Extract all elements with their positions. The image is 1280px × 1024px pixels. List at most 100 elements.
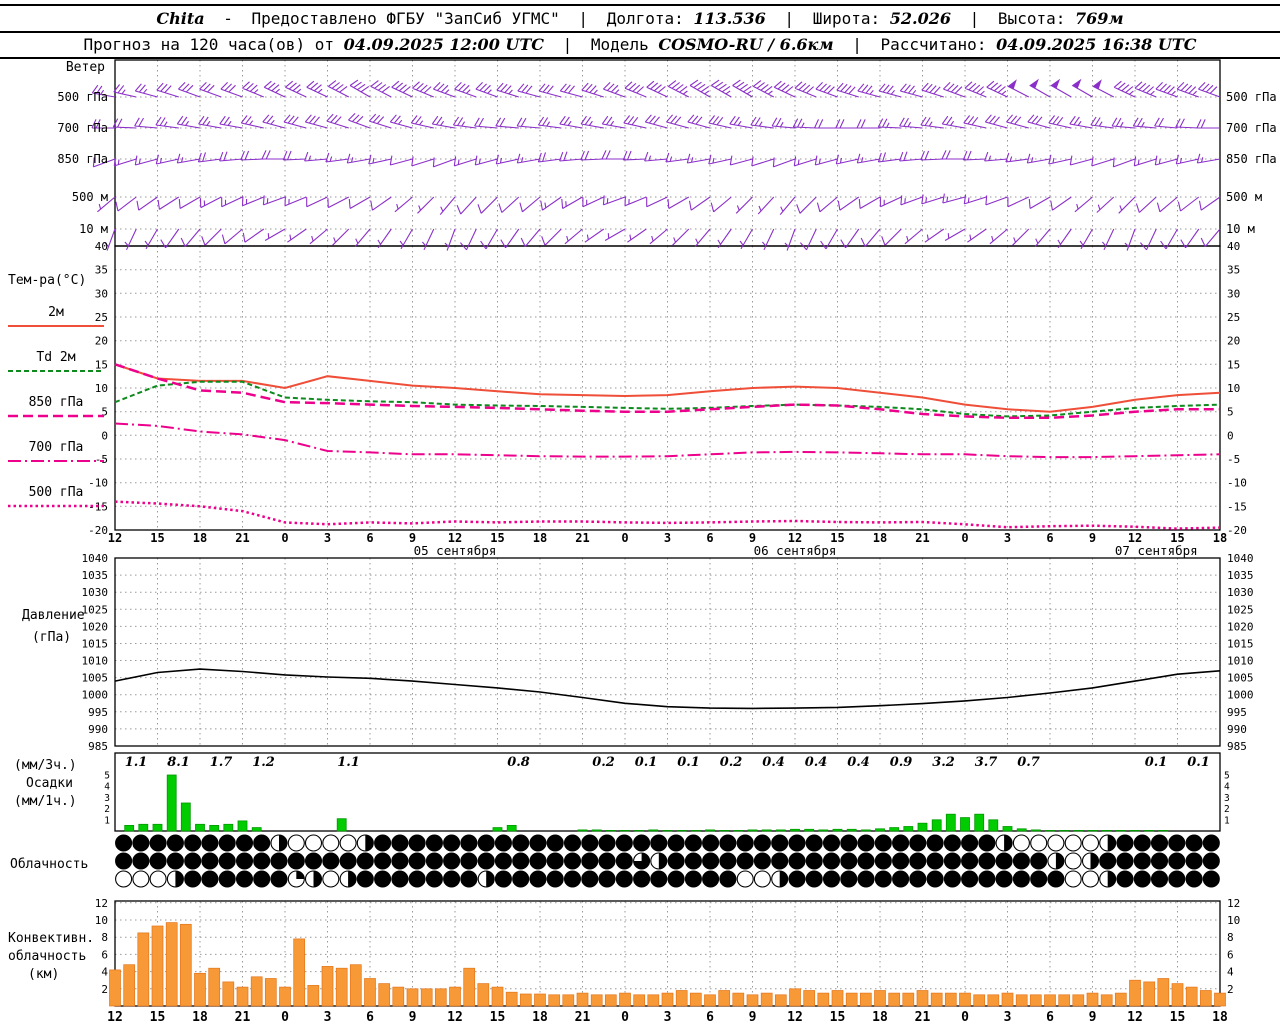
conv-bar (505, 991, 518, 1007)
temp-ytick-left: 35 (95, 264, 108, 277)
rule-top (0, 4, 1280, 6)
time-label-mid: 6 (706, 531, 713, 545)
time-label-mid: 21 (575, 531, 589, 545)
conv-bar (208, 967, 221, 1007)
wind-level-label-left: 10 м (79, 222, 108, 236)
conv-bar (335, 967, 348, 1007)
panel-frame (114, 245, 1221, 531)
time-label-mid: 0 (281, 531, 288, 545)
legend-line-sample (8, 414, 104, 418)
precip-3h-label: 0.1 (635, 755, 658, 770)
conv-bar (1029, 994, 1042, 1007)
conv-bar (973, 994, 986, 1007)
temp-series-0 (114, 363, 1221, 413)
conv-bar (959, 992, 971, 1007)
conv-ytick-right: 6 (1227, 948, 1234, 961)
conv-bar (760, 992, 773, 1007)
temp-ytick-right: 15 (1227, 358, 1240, 371)
temp-ytick-right: -10 (1227, 477, 1247, 490)
precip-bar (336, 818, 347, 832)
model-label: Модель (590, 35, 649, 54)
lat-value: 52.026 (889, 9, 951, 28)
conv-bar (661, 992, 674, 1007)
time-label-bottom: 15 (830, 1010, 846, 1024)
conv-bar (944, 992, 957, 1007)
precip-bar (818, 829, 829, 832)
time-label-mid: 15 (1170, 531, 1184, 545)
time-label-mid: 18 (533, 531, 547, 545)
conv-bar (1015, 994, 1028, 1007)
temp-ytick-left: -10 (88, 477, 108, 490)
pressure-ytick-right: 1040 (1227, 552, 1254, 565)
precip-bar (1158, 830, 1169, 832)
precip-bar (152, 823, 163, 832)
wind-level-label-right: 500 гПа (1226, 90, 1277, 104)
conv-ytick-left: 6 (101, 948, 108, 961)
temp-ytick-left: 20 (95, 335, 108, 348)
time-label-bottom: 0 (961, 1010, 969, 1024)
conv-ytick-left: 12 (95, 897, 108, 910)
date-label: 05 сентября (414, 543, 497, 558)
conv-bar (803, 990, 816, 1007)
temp-series-2 (114, 363, 1220, 420)
precip-bar (705, 829, 715, 832)
conv-bar (449, 986, 461, 1007)
temp-ytick-right: 20 (1227, 335, 1240, 348)
wind-level-label-right: 850 гПа (1226, 152, 1277, 166)
temp-ytick-left: -5 (95, 453, 108, 466)
legend-label: 850 гПа (28, 395, 84, 410)
pressure-ytick-left: 1030 (82, 586, 109, 599)
calc-time: 04.09.2025 16:38 UTC (996, 35, 1197, 54)
legend-label: 700 гПа (28, 440, 84, 455)
temp-ytick-left: 40 (95, 240, 108, 253)
conv-bar (689, 992, 702, 1007)
precip-ytick-left: 5 (104, 771, 110, 782)
precip-3h-label: 0.1 (677, 755, 700, 770)
precip-bar (166, 774, 177, 832)
conv-bar (1072, 994, 1085, 1007)
conv-ytick-right: 2 (1227, 983, 1234, 996)
time-label-bottom: 12 (447, 1010, 463, 1024)
precip-bar (138, 823, 149, 832)
time-label-mid: 3 (664, 531, 671, 545)
temp-ytick-left: 0 (101, 429, 108, 442)
precip-3h-label: 0.1 (1187, 755, 1210, 770)
conv-bar (123, 964, 136, 1007)
precip-ytick-left: 2 (104, 804, 110, 815)
time-label-mid: 15 (150, 531, 164, 545)
pressure-ytick-right: 1010 (1227, 655, 1254, 668)
pipe-icon: | (578, 9, 589, 28)
temp-series-3 (114, 422, 1221, 459)
precip-bar (577, 829, 588, 832)
conv-units: (км) (28, 967, 60, 982)
time-label-bottom: 6 (366, 1010, 374, 1024)
time-label-bottom: 6 (706, 1010, 714, 1024)
precip-bar (846, 828, 857, 832)
pressure-ytick-left: 990 (88, 723, 108, 736)
cloud-panel-title: Облачность (10, 857, 89, 872)
conv-ytick-left: 10 (95, 914, 108, 927)
precip-3h-label: 1.7 (210, 755, 233, 770)
time-label-bottom: 12 (107, 1010, 123, 1024)
temp-panel-title: Тем-ра(°C) (8, 273, 87, 288)
conv-bar (845, 992, 858, 1007)
date-label: 07 сентября (1115, 543, 1198, 558)
conv-bar (293, 938, 306, 1007)
precip-3h-label: 0.2 (720, 755, 743, 770)
precip-bar (634, 830, 645, 832)
time-label-bottom: 12 (1127, 1010, 1143, 1024)
precip-bar (1045, 830, 1055, 832)
conv-ytick-left: 8 (101, 931, 108, 944)
panel-frame (114, 557, 1221, 747)
time-label-mid: 12 (108, 531, 122, 545)
conv-bar (519, 993, 532, 1007)
conv-bar (1001, 992, 1014, 1007)
conv-bar (987, 994, 1000, 1007)
conv-bar (307, 985, 320, 1007)
wind-barbs-row-4 (104, 228, 1221, 251)
legend-label: 500 гПа (28, 485, 84, 500)
conv-bar (718, 990, 731, 1007)
conv-bar (576, 992, 589, 1007)
